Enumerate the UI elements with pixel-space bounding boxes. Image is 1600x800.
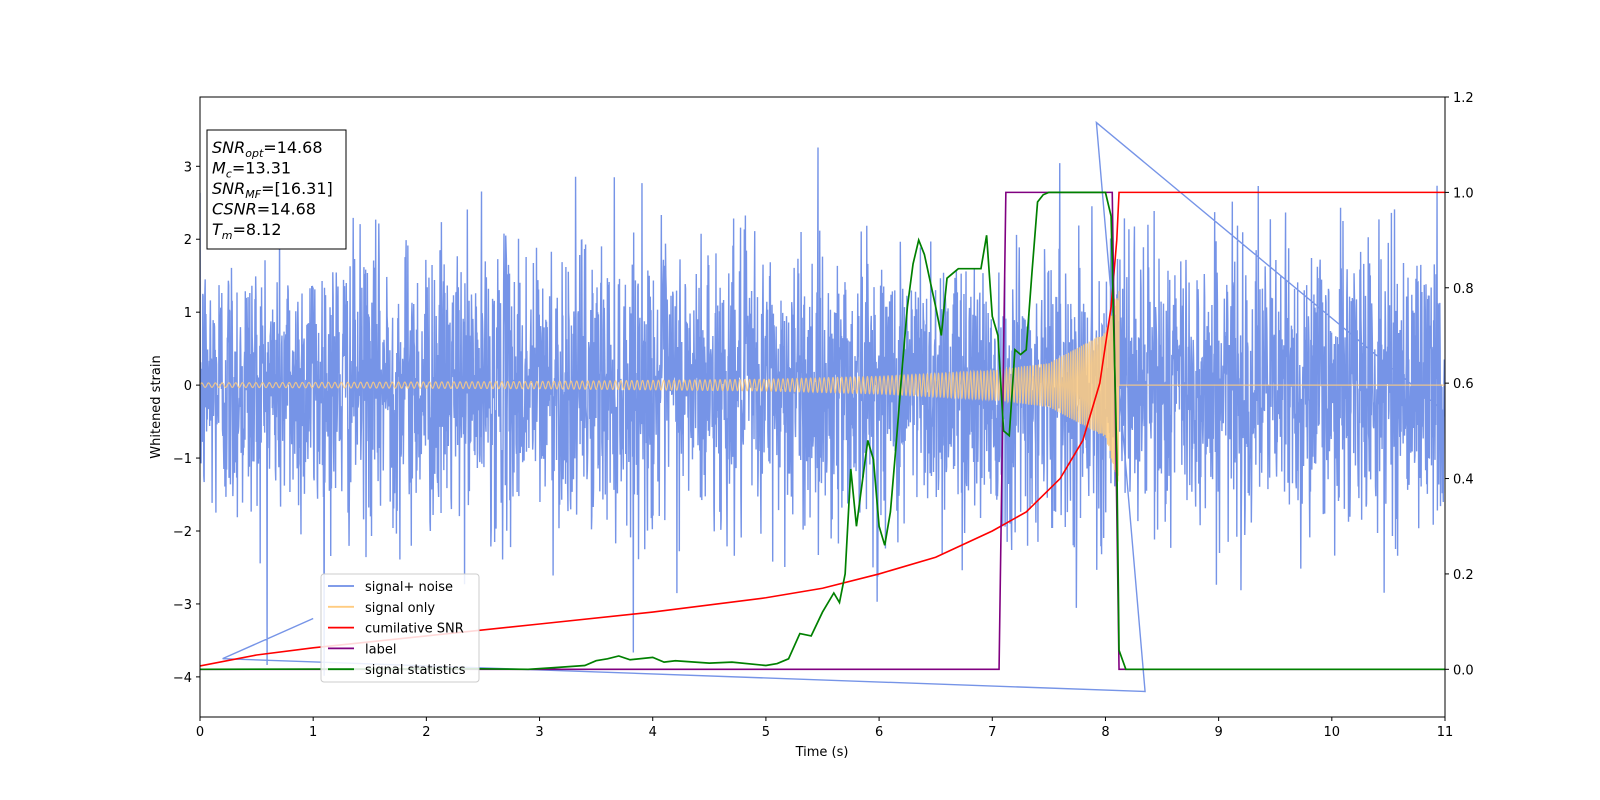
y-right-tick-label: 1.0 [1453, 186, 1474, 201]
legend-entry-label: cumilative SNR [365, 622, 464, 637]
x-tick-label: 7 [988, 725, 996, 740]
legend: signal+ noise signal only cumilative SNR la… [320, 573, 480, 683]
y-left-tick-label: −4 [173, 671, 192, 686]
x-tick-label: 5 [762, 725, 770, 740]
stats-box-frame [206, 129, 347, 250]
legend-entry-label: signal statistics [365, 663, 466, 678]
x-tick-label: 8 [1101, 725, 1109, 740]
stats-line: Tm=8.12 [212, 220, 282, 242]
x-tick-label: 6 [875, 725, 883, 740]
stats-box: SNRopt=14.68Mc=13.31SNRMF=[16.31]CSNR=14… [206, 129, 347, 250]
y-right-tick-label: 0.0 [1453, 663, 1474, 678]
y-axis-label: Whitened strain [149, 355, 164, 458]
legend-frame [320, 573, 480, 683]
stats-line: SNRMF=[16.31] [212, 179, 333, 201]
x-tick-label: 10 [1324, 725, 1341, 740]
x-tick-label: 11 [1437, 725, 1454, 740]
series-signal-only [200, 291, 1445, 482]
legend-entry-label: label [365, 642, 396, 657]
x-tick-label: 2 [422, 725, 430, 740]
y-left-tick-label: −2 [173, 525, 192, 540]
y-left-tick-label: 1 [184, 306, 192, 321]
y-right-tick-label: 0.4 [1453, 473, 1474, 488]
y-left-tick-label: 0 [184, 379, 192, 394]
x-axis-label: Time (s) [795, 745, 849, 760]
series-signal-statistics [200, 191, 1445, 671]
y-right-tick-label: 0.6 [1453, 377, 1474, 392]
y-left-tick-label: −3 [173, 598, 192, 613]
legend-entry-label: signal only [365, 601, 435, 616]
y-right-tick-label: 0.8 [1453, 282, 1474, 297]
x-tick-label: 9 [1214, 725, 1222, 740]
y-left-tick-label: 3 [184, 160, 192, 175]
stats-line: SNRopt=14.68 [212, 138, 323, 160]
y-left-tick-label: −1 [173, 452, 192, 467]
x-tick-label: 0 [196, 725, 204, 740]
series-signal-plus-noise [200, 120, 1445, 693]
y-right-tick-label: 0.2 [1453, 568, 1474, 583]
stats-line: Mc=13.31 [212, 159, 291, 181]
y-left-tick-label: 2 [184, 233, 192, 248]
x-tick-label: 4 [649, 725, 657, 740]
plot-frame [199, 96, 1446, 718]
legend-entry-label: signal+ noise [365, 580, 453, 595]
y-right-tick-label: 1.2 [1453, 91, 1474, 106]
x-tick-label: 3 [535, 725, 543, 740]
axis-ticks: 0 1 2 3 4 5 6 7 8 9 10 113210−1−2−3−41.21.00.80.60.… [173, 91, 1474, 740]
x-tick-label: 1 [309, 725, 317, 740]
stats-line: CSNR=14.68 [212, 200, 316, 219]
